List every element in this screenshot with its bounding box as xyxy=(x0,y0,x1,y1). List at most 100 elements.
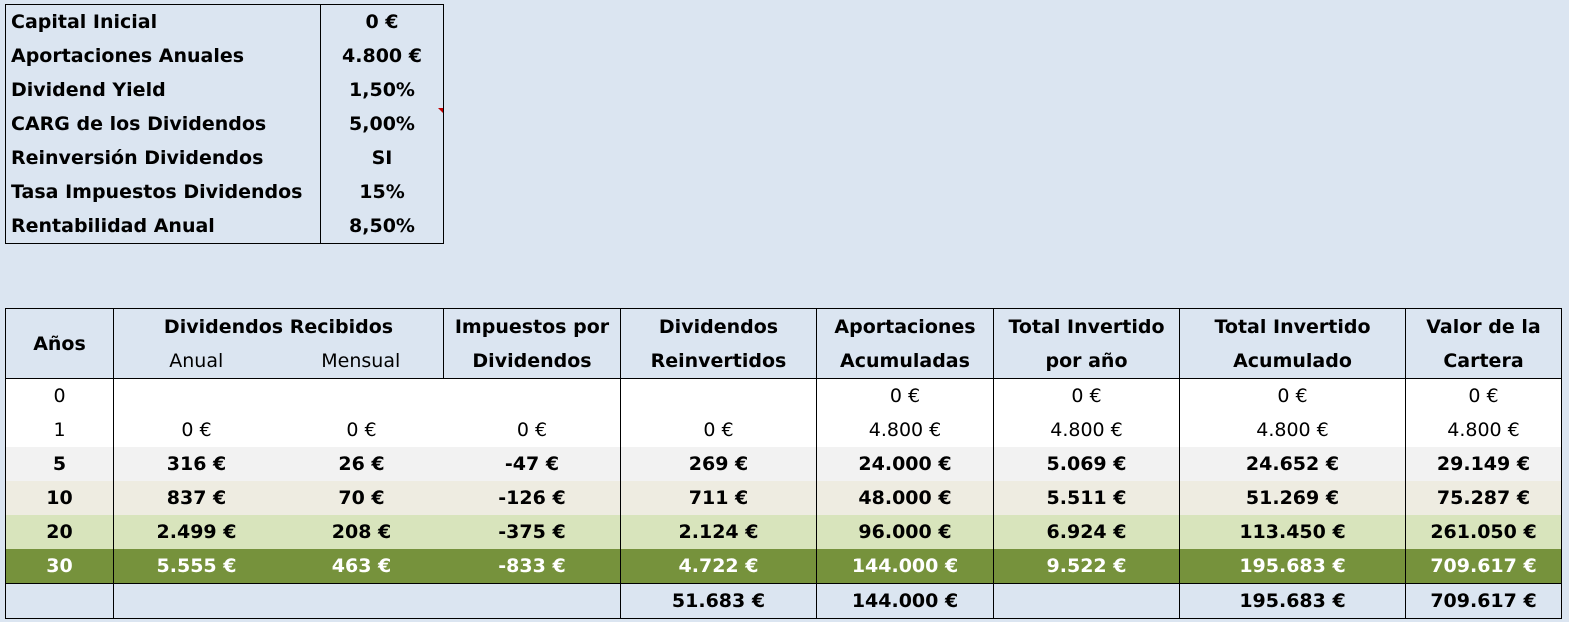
header-reinvested[interactable]: Dividendos Reinvertidos xyxy=(621,309,817,378)
total-invested-accumulated[interactable]: 195.683 € xyxy=(1180,584,1406,618)
header-invested-year[interactable]: Total Invertido por año xyxy=(994,309,1180,378)
cell-annual[interactable] xyxy=(114,379,279,413)
cell-invested-accumulated[interactable]: 195.683 € xyxy=(1180,549,1406,583)
cell-taxes[interactable]: 0 € xyxy=(444,413,621,447)
results-table: Años Dividendos Recibidos Anual Mensual … xyxy=(5,308,1562,619)
cell-monthly[interactable] xyxy=(279,379,444,413)
param-value[interactable]: SI xyxy=(371,147,393,169)
cell-portfolio-value[interactable]: 75.287 € xyxy=(1436,487,1531,509)
header-dividends-subheaders: Anual Mensual xyxy=(114,344,443,378)
cell-dividends-empty[interactable] xyxy=(114,584,621,618)
cell-taxes[interactable]: -47 € xyxy=(444,447,621,481)
cell-reinvested[interactable] xyxy=(621,379,817,413)
cell-invested-year-empty[interactable] xyxy=(994,584,1180,618)
header-contrib-line1: Aportaciones xyxy=(834,315,976,338)
cell-contributions[interactable]: 96.000 € xyxy=(817,515,994,549)
param-value[interactable]: 4.800 € xyxy=(342,45,422,67)
header-dividends-received[interactable]: Dividendos Recibidos Anual Mensual xyxy=(114,309,444,378)
cell-reinvested[interactable]: 711 € xyxy=(621,481,817,515)
cell-invested-year[interactable]: 6.924 € xyxy=(994,515,1180,549)
param-label[interactable]: Rentabilidad Anual xyxy=(6,209,321,243)
header-portfolio-line2: Cartera xyxy=(1443,349,1524,372)
cell-invested-year[interactable]: 0 € xyxy=(994,379,1180,413)
cell-portfolio-value[interactable]: 709.617 € xyxy=(1430,555,1537,577)
param-value[interactable]: 0 € xyxy=(365,11,399,33)
header-contrib-line2: Acumuladas xyxy=(840,349,970,372)
total-portfolio-value[interactable]: 709.617 € xyxy=(1430,590,1537,612)
totals-row: 51.683 € 144.000 € 195.683 € 709.617 € xyxy=(6,583,1561,618)
cell-year[interactable]: 10 xyxy=(6,481,114,515)
cell-monthly[interactable]: 463 € xyxy=(331,555,392,577)
cell-year[interactable]: 30 xyxy=(6,549,114,583)
cell-portfolio-value[interactable]: 29.149 € xyxy=(1436,453,1531,475)
cell-contributions[interactable]: 48.000 € xyxy=(817,481,994,515)
param-row-rentabilidad-anual: Rentabilidad Anual 8,50% xyxy=(6,209,443,243)
cell-contributions[interactable]: 144.000 € xyxy=(817,549,994,583)
param-value[interactable]: 8,50% xyxy=(349,215,415,237)
cell-taxes[interactable] xyxy=(444,379,621,413)
cell-invested-accumulated[interactable]: 24.652 € xyxy=(1180,447,1406,481)
header-portfolio-value[interactable]: Valor de la Cartera xyxy=(1406,309,1561,378)
cell-annual[interactable]: 0 € xyxy=(181,419,212,441)
cell-taxes[interactable]: -375 € xyxy=(444,515,621,549)
param-value[interactable]: 1,50% xyxy=(349,79,415,101)
cell-invested-year[interactable]: 5.069 € xyxy=(994,447,1180,481)
cell-year[interactable]: 1 xyxy=(6,413,114,447)
cell-annual[interactable]: 5.555 € xyxy=(156,555,237,577)
param-label[interactable]: Tasa Impuestos Dividendos xyxy=(6,175,321,209)
cell-monthly[interactable]: 0 € xyxy=(346,419,377,441)
cell-annual[interactable]: 2.499 € xyxy=(156,521,237,543)
cell-year-empty[interactable] xyxy=(6,584,114,618)
cell-annual[interactable]: 316 € xyxy=(166,453,227,475)
cell-invested-year[interactable]: 5.511 € xyxy=(994,481,1180,515)
cell-reinvested[interactable]: 2.124 € xyxy=(621,515,817,549)
header-reinvested-line1: Dividendos xyxy=(658,315,779,338)
cell-contributions[interactable]: 0 € xyxy=(817,379,994,413)
cell-invested-accumulated[interactable]: 51.269 € xyxy=(1180,481,1406,515)
cell-year[interactable]: 5 xyxy=(6,447,114,481)
header-invested-accumulated[interactable]: Total Invertido Acumulado xyxy=(1180,309,1406,378)
header-taxes[interactable]: Impuestos por Dividendos xyxy=(444,309,621,378)
total-contributions[interactable]: 144.000 € xyxy=(817,584,994,618)
cell-annual[interactable]: 837 € xyxy=(166,487,227,509)
param-row-carg-dividendos: CARG de los Dividendos 5,00% xyxy=(6,107,443,141)
cell-monthly[interactable]: 208 € xyxy=(331,521,392,543)
cell-invested-accumulated[interactable]: 113.450 € xyxy=(1180,515,1406,549)
cell-contributions[interactable]: 24.000 € xyxy=(817,447,994,481)
param-row-tasa-impuestos: Tasa Impuestos Dividendos 15% xyxy=(6,175,443,209)
header-taxes-line2: Dividendos xyxy=(472,349,592,372)
total-reinvested[interactable]: 51.683 € xyxy=(621,584,817,618)
header-years[interactable]: Años xyxy=(6,309,114,378)
cell-reinvested[interactable]: 269 € xyxy=(621,447,817,481)
header-invested-acc-line1: Total Invertido xyxy=(1214,315,1371,338)
header-invested-year-line1: Total Invertido xyxy=(1008,315,1165,338)
header-contributions[interactable]: Aportaciones Acumuladas xyxy=(817,309,994,378)
param-label[interactable]: Dividend Yield xyxy=(6,73,321,107)
cell-monthly[interactable]: 26 € xyxy=(338,453,385,475)
cell-invested-year[interactable]: 4.800 € xyxy=(994,413,1180,447)
cell-contributions[interactable]: 4.800 € xyxy=(817,413,994,447)
cell-year[interactable]: 0 xyxy=(6,379,114,413)
header-invested-acc-line2: Acumulado xyxy=(1233,349,1352,372)
cell-reinvested[interactable]: 0 € xyxy=(621,413,817,447)
cell-invested-year[interactable]: 9.522 € xyxy=(994,549,1180,583)
cell-reinvested[interactable]: 4.722 € xyxy=(621,549,817,583)
param-label[interactable]: Aportaciones Anuales xyxy=(6,39,321,73)
cell-portfolio-value[interactable]: 0 € xyxy=(1468,385,1499,407)
cell-monthly[interactable]: 70 € xyxy=(338,487,385,509)
cell-invested-accumulated[interactable]: 0 € xyxy=(1180,379,1406,413)
cell-portfolio-value[interactable]: 261.050 € xyxy=(1430,521,1537,543)
comment-indicator-icon[interactable] xyxy=(438,108,443,113)
cell-year[interactable]: 20 xyxy=(6,515,114,549)
param-value[interactable]: 5,00% xyxy=(349,113,415,135)
cell-taxes[interactable]: -833 € xyxy=(444,549,621,583)
param-row-capital-inicial: Capital Inicial 0 € xyxy=(6,5,443,39)
cell-taxes[interactable]: -126 € xyxy=(444,481,621,515)
param-label[interactable]: Reinversión Dividendos xyxy=(6,141,321,175)
cell-portfolio-value[interactable]: 4.800 € xyxy=(1447,419,1520,441)
param-value[interactable]: 15% xyxy=(359,181,405,203)
cell-invested-accumulated[interactable]: 4.800 € xyxy=(1180,413,1406,447)
header-taxes-line1: Impuestos por xyxy=(454,315,610,338)
param-label[interactable]: Capital Inicial xyxy=(6,5,321,39)
param-label[interactable]: CARG de los Dividendos xyxy=(6,107,321,141)
